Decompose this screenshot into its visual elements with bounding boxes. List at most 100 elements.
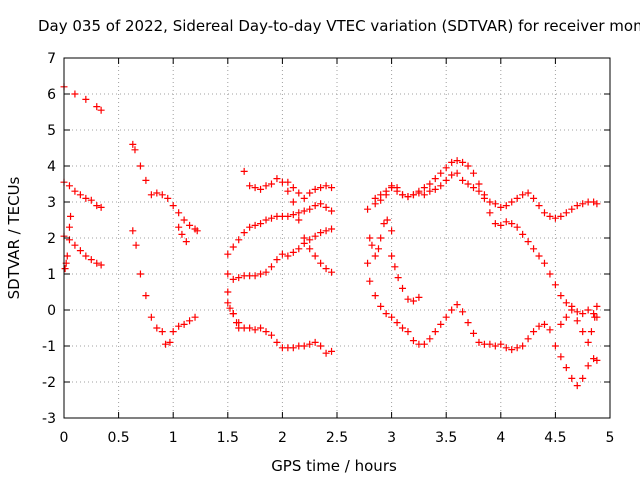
data-point: [448, 158, 456, 166]
data-point: [328, 347, 336, 355]
x-tick-label: 2.5: [326, 430, 348, 446]
data-point: [93, 202, 101, 210]
data-point: [317, 184, 325, 192]
data-point: [284, 178, 292, 186]
data-point: [448, 171, 456, 179]
data-point: [593, 302, 601, 310]
data-point: [322, 182, 330, 190]
data-point: [193, 227, 201, 235]
data-point: [551, 342, 559, 350]
data-point: [382, 310, 390, 318]
data-point: [328, 268, 336, 276]
data-point: [593, 200, 601, 208]
y-tick-label: 2: [47, 231, 56, 247]
data-point: [147, 313, 155, 321]
data-point: [306, 245, 314, 253]
y-tick-label: 4: [47, 159, 56, 175]
data-point: [470, 184, 477, 192]
data-point: [568, 306, 576, 314]
data-point: [71, 241, 79, 249]
data-point: [300, 342, 308, 350]
data-point: [399, 324, 407, 332]
data-point: [65, 236, 73, 244]
y-tick-label: 7: [47, 51, 56, 67]
data-point: [371, 194, 379, 202]
data-point: [535, 202, 543, 210]
data-point: [371, 292, 379, 300]
data-point: [273, 338, 281, 346]
data-point: [486, 209, 494, 217]
data-point: [240, 167, 248, 175]
x-tick-label: 3: [387, 430, 396, 446]
data-point: [267, 263, 275, 271]
data-point: [87, 196, 95, 204]
data-point: [180, 320, 188, 328]
data-point: [519, 342, 527, 350]
data-point: [590, 198, 598, 206]
data-point: [437, 320, 445, 328]
y-tick-label: -3: [42, 411, 56, 427]
data-point: [562, 364, 570, 372]
grid: [64, 58, 610, 418]
data-point: [136, 162, 144, 170]
data-point: [229, 275, 237, 283]
chart-title: Day 035 of 2022, Sidereal Day-to-day VTE…: [38, 17, 640, 35]
data-point: [557, 353, 565, 361]
data-point: [382, 187, 390, 195]
data-point: [289, 184, 297, 192]
data-point: [562, 209, 570, 217]
data-point: [289, 211, 297, 219]
data-point: [508, 346, 516, 354]
data-point: [273, 175, 281, 183]
data-point: [584, 306, 592, 314]
data-point: [590, 355, 598, 363]
data-point: [546, 212, 554, 220]
y-axis-label: SDTVAR / TECUs: [5, 176, 23, 299]
data-point: [129, 227, 137, 235]
data-point: [300, 234, 308, 242]
data-point: [464, 319, 472, 327]
data-point: [453, 157, 461, 165]
data-point: [491, 342, 499, 350]
data-point: [142, 176, 150, 184]
data-point: [311, 338, 319, 346]
data-point: [557, 212, 565, 220]
data-point: [169, 202, 177, 210]
data-point: [295, 189, 303, 197]
data-point: [513, 344, 521, 352]
data-point: [459, 158, 467, 166]
data-point: [524, 238, 532, 246]
data-point: [162, 340, 170, 348]
data-point: [393, 187, 401, 195]
data-point: [524, 335, 532, 343]
data-point: [364, 205, 372, 213]
data-point: [502, 344, 510, 352]
y-tick-label: 3: [47, 195, 56, 211]
data-point: [497, 340, 505, 348]
data-point: [442, 176, 450, 184]
data-point: [153, 324, 161, 332]
data-point: [164, 194, 172, 202]
data-point: [568, 205, 576, 213]
data-point: [76, 247, 84, 255]
data-point: [366, 234, 374, 242]
data-point: [374, 245, 382, 253]
data-point: [364, 259, 372, 267]
data-point: [257, 185, 265, 193]
data-point: [497, 221, 505, 229]
data-point: [262, 268, 270, 276]
data-point: [508, 198, 516, 206]
data-point: [131, 146, 139, 154]
y-tick-label: -2: [42, 375, 56, 391]
data-point: [306, 189, 314, 197]
data-point: [546, 326, 554, 334]
data-point: [513, 223, 521, 231]
data-point: [530, 328, 538, 336]
data-point: [246, 182, 254, 190]
data-point: [391, 263, 399, 271]
data-point: [147, 191, 155, 199]
data-point: [175, 322, 183, 330]
data-point: [322, 349, 330, 357]
data-point: [182, 238, 190, 246]
data-point: [409, 191, 417, 199]
